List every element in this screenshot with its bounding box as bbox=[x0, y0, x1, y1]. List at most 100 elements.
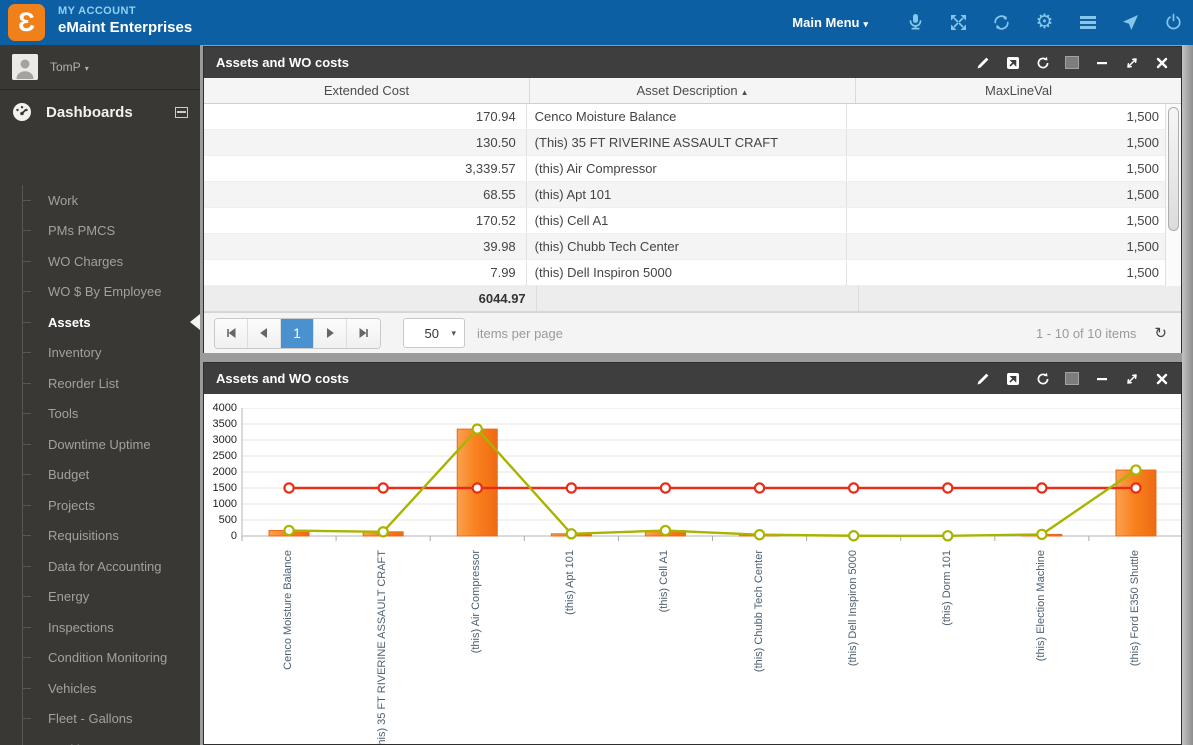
sidebar-item-projects[interactable]: Projects bbox=[23, 490, 200, 521]
main-menu-dropdown[interactable]: Main Menu ▾ bbox=[792, 15, 868, 30]
y-axis-tick-label: 500 bbox=[218, 514, 237, 526]
settings-gear-icon[interactable]: ⚙ bbox=[1035, 11, 1054, 33]
sidebar-item-pms-pmcs[interactable]: PMs PMCS bbox=[23, 216, 200, 247]
table-scrollbar-thumb[interactable] bbox=[1168, 107, 1179, 231]
table-row[interactable]: 130.50 (This) 35 FT RIVERINE ASSAULT CRAF… bbox=[204, 130, 1181, 156]
power-icon[interactable] bbox=[1164, 13, 1183, 32]
sidebar-item-wo-by-employee[interactable]: WO $ By Employee bbox=[23, 277, 200, 308]
microphone-icon[interactable] bbox=[906, 13, 925, 32]
sidebar-item-data-for-accounting[interactable]: Data for Accounting bbox=[23, 551, 200, 582]
sidebar-item-work[interactable]: Work bbox=[23, 185, 200, 216]
user-avatar bbox=[12, 54, 38, 80]
column-header-asset-description[interactable]: Asset Description ▲ bbox=[530, 78, 856, 103]
sidebar-item-assets[interactable]: Assets bbox=[23, 307, 200, 338]
collapse-sidebar-icon[interactable] bbox=[175, 106, 188, 118]
sidebar-item-reorder-list[interactable]: Reorder List bbox=[23, 368, 200, 399]
expand-resize-icon[interactable] bbox=[1124, 55, 1139, 70]
sidebar-item-inventory[interactable]: Inventory bbox=[23, 338, 200, 369]
sidebar-item-label: WO Charges bbox=[48, 253, 124, 269]
export-icon[interactable] bbox=[1005, 55, 1020, 70]
table-cell: Cenco Moisture Balance bbox=[527, 104, 848, 129]
placeholder-square-icon[interactable] bbox=[1065, 56, 1079, 69]
table-scrollbar[interactable] bbox=[1165, 104, 1181, 286]
export-icon[interactable] bbox=[1005, 371, 1020, 386]
x-axis-category-label: (this) Ford E350 Shuttle bbox=[1128, 550, 1141, 667]
dashboards-section-header[interactable]: Dashboards bbox=[0, 90, 200, 134]
page-scrollbar[interactable] bbox=[1182, 45, 1193, 745]
minimize-icon[interactable] bbox=[1094, 55, 1109, 70]
dashboards-label: Dashboards bbox=[46, 103, 133, 121]
sidebar-nav: Work PMs PMCS WO Charges WO $ By Employee As… bbox=[22, 185, 200, 745]
sidebar-item-label: Tools bbox=[48, 406, 79, 422]
tree-stub bbox=[23, 687, 31, 689]
sidebar-item-label: Assets bbox=[48, 314, 91, 330]
sidebar-item-budget[interactable]: Budget bbox=[23, 460, 200, 491]
chevron-down-icon: ▾ bbox=[84, 64, 89, 73]
tree-stub bbox=[23, 718, 31, 720]
account-block: MY ACCOUNT eMaint Enterprises bbox=[58, 5, 192, 36]
sidebar-item-backlog[interactable]: Backlog bbox=[23, 734, 200, 745]
table-cell: 1,500 bbox=[1126, 161, 1160, 176]
sidebar-item-tools[interactable]: Tools bbox=[23, 399, 200, 430]
tree-stub bbox=[23, 504, 31, 506]
sidebar-item-wo-charges[interactable]: WO Charges bbox=[23, 246, 200, 277]
fullscreen-icon[interactable] bbox=[949, 13, 968, 32]
user-menu[interactable]: TomP ▾ bbox=[0, 45, 200, 90]
refresh-icon[interactable] bbox=[1035, 55, 1050, 70]
sidebar-item-downtime-uptime[interactable]: Downtime Uptime bbox=[23, 429, 200, 460]
first-page-button[interactable] bbox=[215, 318, 248, 348]
user-name: TomP ▾ bbox=[50, 60, 89, 74]
x-axis-category-label: (this) Election Machine bbox=[1034, 550, 1047, 662]
refresh-icon[interactable] bbox=[992, 13, 1011, 32]
page-size-select[interactable]: 50 ▾ bbox=[403, 318, 465, 348]
pager-range-label: 1 - 10 of 10 items bbox=[1035, 325, 1137, 341]
table-row[interactable]: 39.98 (this) Chubb Tech Center 1,500 bbox=[204, 234, 1181, 260]
sidebar-item-requisitions[interactable]: Requisitions bbox=[23, 521, 200, 552]
next-page-button[interactable] bbox=[314, 318, 347, 348]
table-row[interactable]: 170.94 Cenco Moisture Balance 1,500 bbox=[204, 104, 1181, 130]
minimize-icon[interactable] bbox=[1094, 371, 1109, 386]
close-icon[interactable] bbox=[1154, 55, 1169, 70]
sidebar-item-vehicles[interactable]: Vehicles bbox=[23, 673, 200, 704]
last-page-button[interactable] bbox=[347, 318, 380, 348]
x-axis-category-label: (this) Dell Inspiron 5000 bbox=[846, 550, 859, 667]
y-axis-tick-label: 3000 bbox=[212, 434, 237, 446]
expand-resize-icon[interactable] bbox=[1124, 371, 1139, 386]
close-icon[interactable] bbox=[1154, 371, 1169, 386]
x-axis-category-label: (This) 35 FT RIVERINE ASSAULT CRAFT bbox=[376, 550, 389, 745]
x-axis-category-label: (this) Dorm 101 bbox=[940, 550, 953, 626]
placeholder-square-icon[interactable] bbox=[1065, 372, 1079, 385]
dashboard-gauge-icon bbox=[12, 102, 32, 122]
tree-stub bbox=[23, 413, 31, 415]
selected-item-arrow bbox=[190, 314, 200, 331]
column-header-maxlineval[interactable]: MaxLineVal bbox=[985, 83, 1052, 98]
table-row[interactable]: 170.52 (this) Cell A1 1,500 bbox=[204, 208, 1181, 234]
table-row[interactable]: 7.99 (this) Dell Inspiron 5000 1,500 bbox=[204, 260, 1181, 286]
footer-total: 6044.97 bbox=[204, 286, 537, 311]
table-row[interactable]: 68.55 (this) Apt 101 1,500 bbox=[204, 182, 1181, 208]
refresh-icon[interactable] bbox=[1035, 371, 1050, 386]
edit-pencil-icon[interactable] bbox=[975, 371, 990, 386]
table-cell: (this) Chubb Tech Center bbox=[527, 234, 848, 259]
sidebar-item-energy[interactable]: Energy bbox=[23, 582, 200, 613]
sidebar-item-inspections[interactable]: Inspections bbox=[23, 612, 200, 643]
pager-refresh-icon[interactable]: ↻ bbox=[1154, 325, 1167, 342]
table-cell: (this) Apt 101 bbox=[527, 182, 848, 207]
hamburger-bars bbox=[1079, 16, 1096, 29]
tree-stub bbox=[23, 382, 31, 384]
table-row[interactable]: 3,339.57 (this) Air Compressor 1,500 bbox=[204, 156, 1181, 182]
column-header-extended-cost[interactable]: Extended Cost bbox=[204, 78, 530, 103]
app-name: eMaint Enterprises bbox=[58, 19, 193, 36]
sidebar-item-label: Data for Accounting bbox=[48, 558, 162, 574]
menu-hamburger-icon[interactable] bbox=[1078, 13, 1097, 32]
sidebar-item-fleet-gallons[interactable]: Fleet - Gallons bbox=[23, 704, 200, 735]
prev-page-button[interactable] bbox=[248, 318, 281, 348]
x-axis-category-label: (this) Apt 101 bbox=[564, 550, 577, 615]
page-number-button[interactable]: 1 bbox=[281, 318, 314, 348]
sidebar-item-condition-monitoring[interactable]: Condition Monitoring bbox=[23, 643, 200, 674]
navigate-arrow-icon[interactable] bbox=[1121, 13, 1140, 32]
table-cell: 130.50 bbox=[204, 130, 527, 155]
edit-pencil-icon[interactable] bbox=[975, 55, 990, 70]
table-cell: 3,339.57 bbox=[204, 156, 527, 181]
